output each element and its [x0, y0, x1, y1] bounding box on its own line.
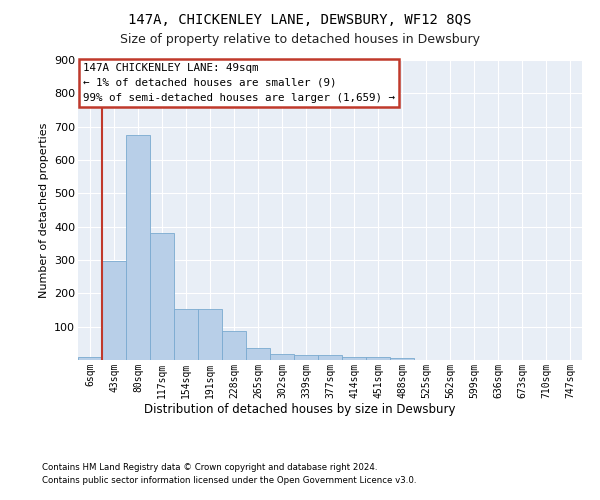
- Bar: [102, 261, 126, 360]
- Bar: [294, 355, 318, 360]
- Text: Distribution of detached houses by size in Dewsbury: Distribution of detached houses by size …: [144, 402, 456, 415]
- Bar: [198, 309, 222, 360]
- Bar: [366, 358, 390, 360]
- Bar: [78, 358, 102, 360]
- Bar: [222, 330, 246, 360]
- Y-axis label: Number of detached properties: Number of detached properties: [38, 122, 49, 298]
- Bar: [318, 356, 342, 360]
- Bar: [150, 234, 174, 360]
- Bar: [246, 348, 270, 360]
- Text: Size of property relative to detached houses in Dewsbury: Size of property relative to detached ho…: [120, 32, 480, 46]
- Bar: [270, 354, 294, 360]
- Text: Contains public sector information licensed under the Open Government Licence v3: Contains public sector information licen…: [42, 476, 416, 485]
- Bar: [174, 309, 198, 360]
- Text: 147A CHICKENLEY LANE: 49sqm
← 1% of detached houses are smaller (9)
99% of semi-: 147A CHICKENLEY LANE: 49sqm ← 1% of deta…: [83, 63, 395, 102]
- Text: Contains HM Land Registry data © Crown copyright and database right 2024.: Contains HM Land Registry data © Crown c…: [42, 462, 377, 471]
- Bar: [342, 356, 366, 360]
- Bar: [390, 358, 414, 360]
- Text: 147A, CHICKENLEY LANE, DEWSBURY, WF12 8QS: 147A, CHICKENLEY LANE, DEWSBURY, WF12 8Q…: [128, 12, 472, 26]
- Bar: [126, 135, 150, 360]
